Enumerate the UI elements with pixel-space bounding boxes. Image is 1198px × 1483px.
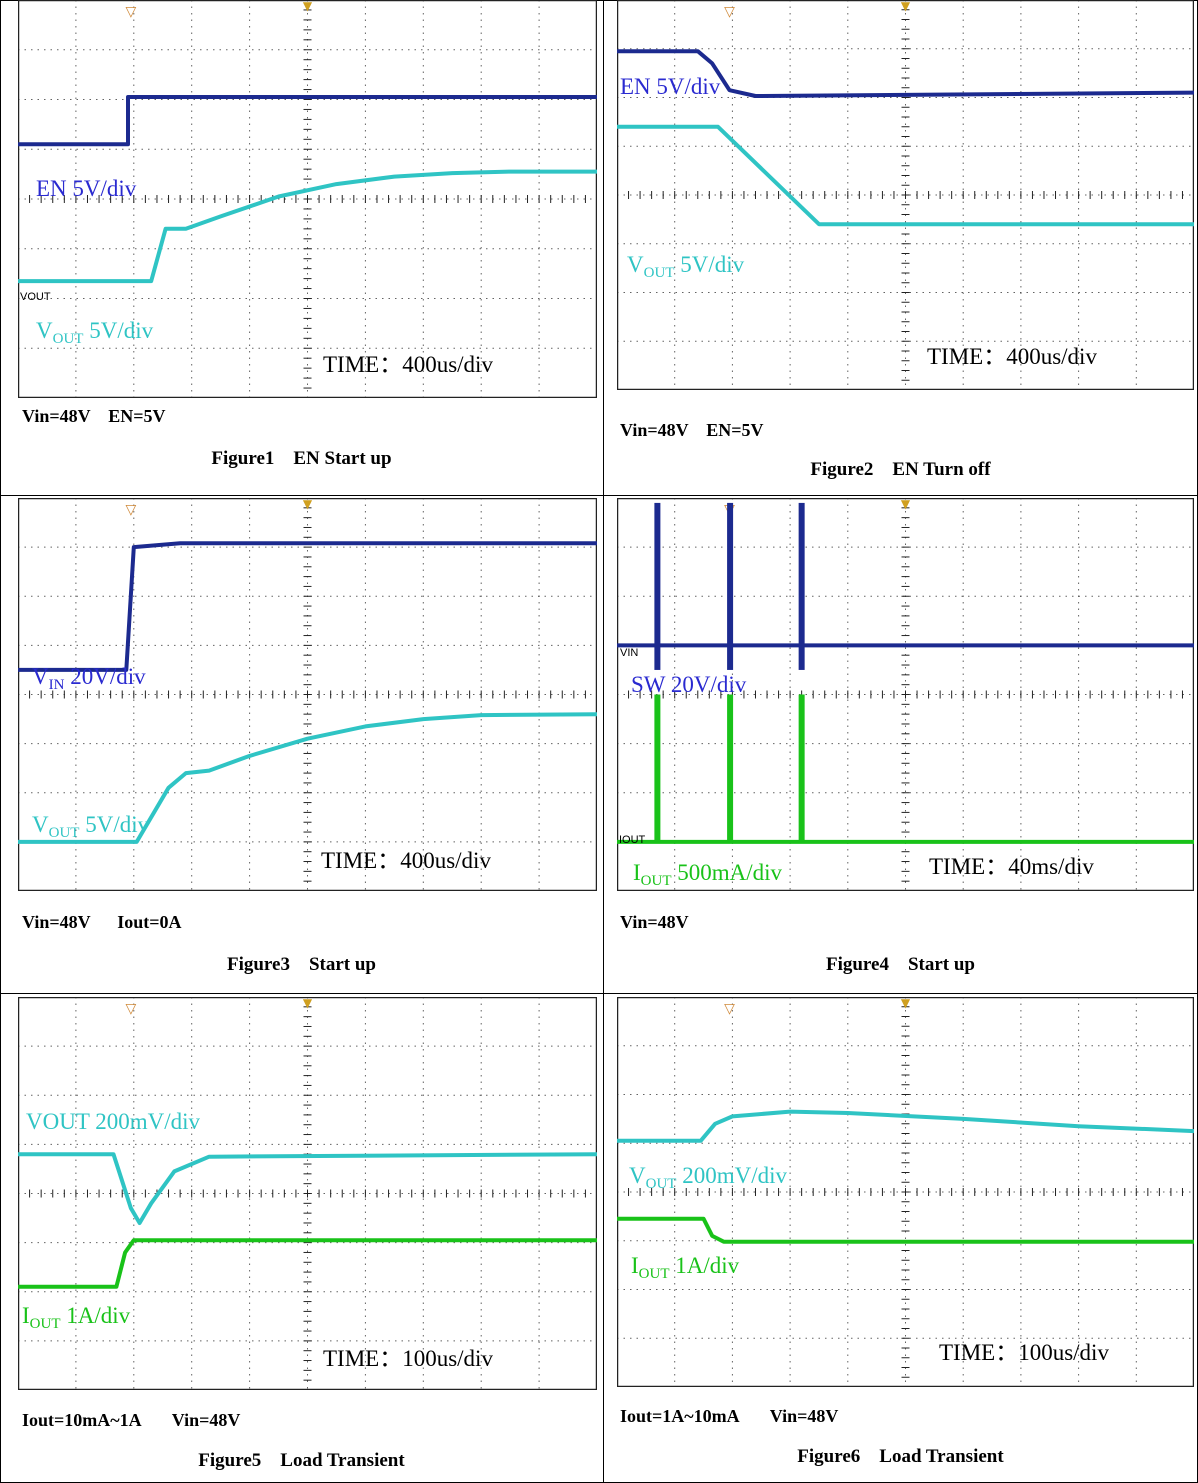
fig5-conditions: Iout=10mA~1A Vin=48V: [22, 1410, 241, 1430]
scope-fig1: ▽ ▼ EN 5V/div VOUT 5V/div VOUT TIME：400us/div: [18, 0, 597, 398]
fig4-center-marker-icon: ▼: [901, 498, 911, 511]
fig6-label-1: IOUT 1A/div: [631, 1253, 740, 1282]
fig6-grid: [617, 997, 1194, 1387]
fig4-trace-0: [617, 502, 1194, 670]
fig2-trace-1: [617, 124, 1194, 227]
fig4-pulse-0-1: [727, 502, 734, 670]
fig2-center-marker-icon: ▼: [901, 0, 911, 13]
fig4-time-label: TIME：40ms/div: [929, 854, 1094, 879]
fig4-pulse-1-0: [654, 694, 661, 842]
fig3-label-1: VOUT 5V/div: [32, 812, 150, 841]
fig6-trace-1: [617, 1216, 1194, 1244]
fig4-pulse-1-1: [727, 694, 734, 842]
fig6-trigger-marker-icon: ▽: [724, 1001, 735, 1017]
fig1-trace-0: [18, 95, 597, 147]
fig5-grid: [18, 997, 597, 1390]
scope-fig6: ▽ ▼ VOUT 200mV/div IOUT 1A/div TIME：100us/di…: [617, 997, 1194, 1387]
fig3-trace-0: [18, 541, 597, 672]
table-border-top: [0, 0, 1198, 1]
fig2-label-0: EN 5V/div: [620, 74, 721, 99]
fig2-caption: Figure2 EN Turn off: [810, 459, 991, 480]
fig6-trace-0: [617, 1109, 1194, 1143]
fig5-center-marker-icon: ▼: [303, 997, 313, 1010]
fig4-grid: [617, 498, 1194, 891]
fig3-trigger-marker-icon: ▽: [126, 502, 137, 518]
fig1-caption: Figure1 EN Start up: [211, 448, 392, 469]
fig3-center-marker-icon: ▼: [303, 498, 313, 511]
fig6-conditions: Iout=1A~10mA Vin=48V: [620, 1406, 839, 1426]
table-divider-row1: [0, 495, 1198, 496]
fig4-channel-tag-0: VIN: [620, 647, 638, 659]
fig4-channel-tag-1: IOUT: [619, 834, 646, 846]
fig6-label-0: VOUT 200mV/div: [629, 1163, 787, 1192]
table-border-left: [0, 0, 1, 1483]
fig1-time-label: TIME：400us/div: [323, 352, 493, 377]
fig1-label-1: VOUT 5V/div: [36, 318, 154, 347]
fig4-label-0: SW 20V/div: [631, 672, 747, 697]
fig5-trace-0: [18, 1152, 597, 1225]
fig1-grid: [18, 0, 597, 398]
fig3-conditions: Vin=48V Iout=0A: [22, 912, 182, 932]
fig5-trigger-marker-icon: ▽: [126, 1001, 137, 1017]
fig4-caption: Figure4 Start up: [825, 954, 975, 975]
scope-fig3: ▽ ▼ VIN 20V/div VOUT 5V/div TIME：400us/div: [18, 498, 597, 891]
fig3-label-0: VIN 20V/div: [32, 664, 146, 693]
fig5-caption: Figure5 Load Transient: [198, 1450, 405, 1471]
fig5-trace-1: [18, 1238, 597, 1289]
fig3-grid: [18, 498, 597, 891]
fig4-conditions: Vin=48V: [620, 912, 689, 932]
fig4-pulse-1-2: [798, 694, 805, 842]
fig6-caption: Figure6 Load Transient: [797, 1446, 1004, 1467]
fig4-label-1: IOUT 500mA/div: [633, 860, 783, 889]
fig2-conditions: Vin=48V EN=5V: [620, 420, 764, 440]
fig4-pulse-0-2: [798, 502, 805, 670]
fig4-trace-1: [617, 694, 1194, 844]
fig3-time-label: TIME：400us/div: [321, 848, 491, 873]
fig6-time-label: TIME：100us/div: [939, 1340, 1109, 1365]
fig6-center-marker-icon: ▼: [901, 997, 911, 1010]
table-divider-row2: [0, 993, 1198, 994]
scope-fig2: ▽ ▼ EN 5V/div VOUT 5V/div TIME：400us/div: [617, 0, 1194, 390]
fig1-conditions: Vin=48V EN=5V: [22, 406, 166, 426]
fig5-label-0: VOUT 200mV/div: [26, 1109, 200, 1134]
fig5-time-label: TIME：100us/div: [323, 1346, 493, 1371]
fig5-label-1: IOUT 1A/div: [22, 1303, 131, 1332]
fig1-trace-1: [18, 169, 597, 284]
table-divider-vertical: [603, 0, 604, 1483]
fig1-channel-tag-0: VOUT: [20, 291, 51, 303]
fig1-trigger-marker-icon: ▽: [126, 4, 137, 20]
fig3-trace-1: [18, 712, 597, 844]
fig3-caption: Figure3 Start up: [226, 954, 376, 975]
fig2-trigger-marker-icon: ▽: [724, 4, 735, 20]
scope-fig5: ▽ ▼ VOUT 200mV/div IOUT 1A/div TIME：100us/di…: [18, 997, 597, 1390]
fig1-center-marker-icon: ▼: [303, 0, 313, 13]
fig4-pulse-0-0: [654, 502, 661, 670]
fig2-label-1: VOUT 5V/div: [627, 252, 745, 281]
fig2-trace-0: [617, 49, 1194, 98]
fig2-time-label: TIME：400us/div: [927, 344, 1097, 369]
fig1-label-0: EN 5V/div: [36, 176, 137, 201]
